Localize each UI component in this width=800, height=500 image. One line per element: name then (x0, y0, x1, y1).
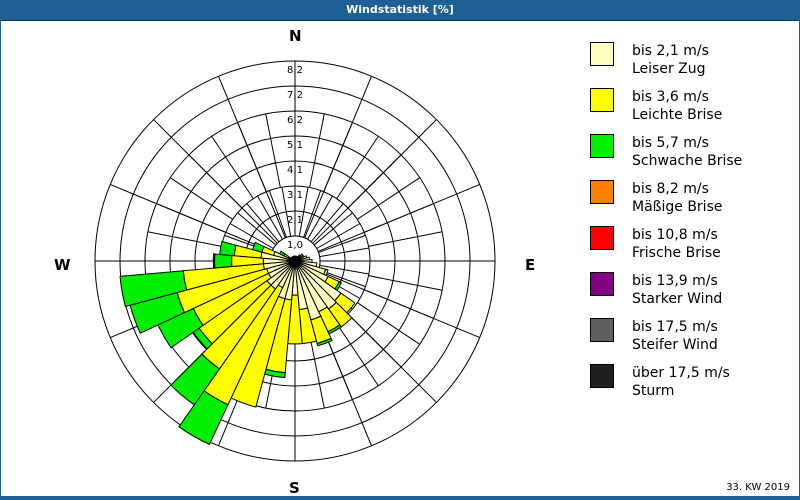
legend-swatch (590, 42, 614, 66)
legend-swatch (590, 272, 614, 296)
legend-range: bis 3,6 m/s (632, 89, 709, 105)
wind-petal-segment (119, 270, 188, 308)
legend-range: bis 17,5 m/s (632, 319, 718, 335)
legend-label: Leiser Zug (632, 61, 706, 77)
legend-range: bis 13,9 m/s (632, 273, 718, 289)
legend-swatch (590, 134, 614, 158)
legend-label: Starker Wind (632, 291, 723, 307)
legend-swatch (590, 180, 614, 204)
compass-west-label: W (54, 256, 71, 274)
wind-petal-segment (316, 337, 333, 347)
compass-north-label: N (289, 27, 302, 45)
wind-petal-segment (170, 353, 221, 406)
ring-label: 6,2 (287, 115, 303, 126)
legend-swatch (590, 364, 614, 388)
ring-label: 5,1 (287, 140, 303, 151)
legend-swatch (590, 226, 614, 250)
wind-petal-segment (278, 250, 286, 257)
week-label: 33. KW 2019 (726, 482, 790, 493)
bottom-border (0, 496, 800, 500)
legend-label: Frische Brise (632, 245, 721, 261)
legend-label: Schwache Brise (632, 153, 743, 169)
ring-label: 3,1 (287, 190, 303, 201)
compass-south-label: S (289, 479, 300, 497)
wind-petal-segment (212, 253, 216, 269)
ring-label: 1,0 (287, 240, 303, 251)
ring-label: 8,2 (287, 65, 303, 76)
ring-label: 4,1 (287, 165, 303, 176)
legend-label: Leichte Brise (632, 107, 723, 123)
compass-east-label: E (525, 256, 536, 274)
wind-petal-segment (219, 240, 237, 257)
wind-petal-segment (251, 241, 265, 253)
legend-swatch (590, 318, 614, 342)
chart-title: Windstatistik [%] (346, 3, 454, 16)
legend-label: Steifer Wind (632, 337, 718, 353)
ring-label: 7,2 (287, 90, 303, 101)
wind-petal-segment (178, 390, 229, 446)
legend-label: Sturm (632, 383, 675, 399)
legend-range: über 17,5 m/s (632, 365, 730, 381)
legend-label: Mäßige Brise (632, 199, 723, 215)
legend-range: bis 10,8 m/s (632, 227, 718, 243)
ring-label: 2,1 (287, 215, 303, 226)
legend-range: bis 2,1 m/s (632, 43, 709, 59)
wind-petal-segment (214, 253, 233, 269)
legend-range: bis 5,7 m/s (632, 135, 709, 151)
legend-range: bis 8,2 m/s (632, 181, 709, 197)
chart-title-bar: Windstatistik [%] (0, 0, 800, 21)
legend-swatch (590, 88, 614, 112)
